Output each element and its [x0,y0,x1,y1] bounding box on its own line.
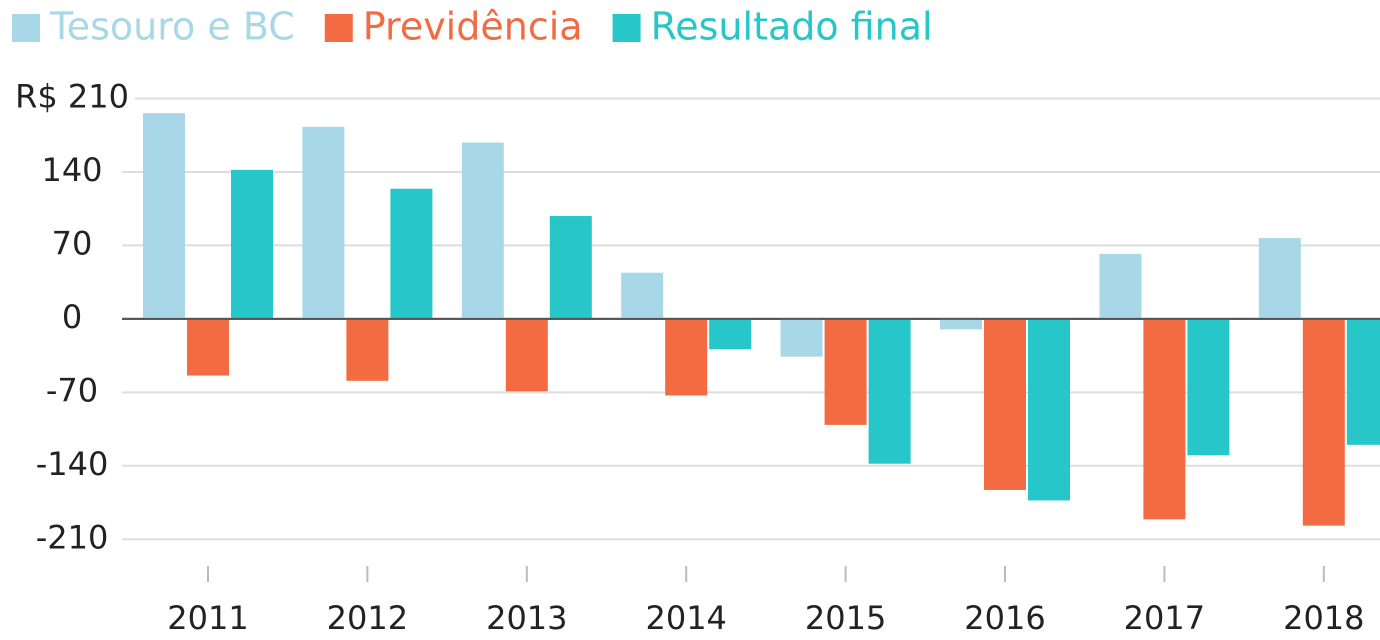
bar [824,318,867,425]
y-tick-label: R$ 210 [15,77,129,115]
bar [780,318,823,357]
y-tick-label: 70 [52,224,93,262]
bar [461,142,504,319]
bar [940,318,982,330]
legend-label: Previdência [363,5,583,49]
legend-swatch [612,14,641,42]
bar [665,318,708,396]
bar [621,272,664,319]
legend: Tesouro e BC Previdência Resultado final [12,5,933,49]
y-tick-label: -140 [36,445,109,483]
legend-swatch [324,14,353,42]
x-tick-label: 2016 [964,599,1045,637]
bar [1187,318,1230,456]
bar [1028,318,1070,501]
x-tick-label: 2014 [645,599,726,637]
x-tick-label: 2015 [805,599,886,637]
y-tick-label: -210 [36,518,109,556]
bar [984,318,1026,490]
bar [231,169,273,319]
x-tick-label: 2012 [327,599,408,637]
bar [868,318,911,464]
y-tick-label: 0 [62,298,82,336]
x-tick-label: 2017 [1124,599,1205,637]
bar [1099,253,1142,319]
bar [390,188,433,319]
bar [1302,318,1345,526]
y-tick-label: 140 [41,151,102,189]
legend-label: Tesouro e BC [49,5,295,49]
bar [1258,238,1301,319]
bar [346,318,389,381]
legend-swatch [12,14,40,42]
bar [709,318,752,350]
bars [143,113,1380,526]
y-tick-label: -70 [46,371,98,409]
bar [187,318,229,376]
bar [1143,318,1186,520]
legend-label: Resultado final [651,5,933,49]
bar [549,216,592,319]
bar [505,318,548,392]
bar [143,113,185,319]
bar [1346,318,1380,445]
x-tick-label: 2018 [1283,599,1364,637]
x-tick-label: 2013 [486,599,567,637]
x-tick-label: 2011 [167,599,248,637]
bar [302,126,345,319]
axis: R$ 210 140 70 0 -70 -140 -210 2011 2012 2013 2014 2… [15,77,1380,637]
